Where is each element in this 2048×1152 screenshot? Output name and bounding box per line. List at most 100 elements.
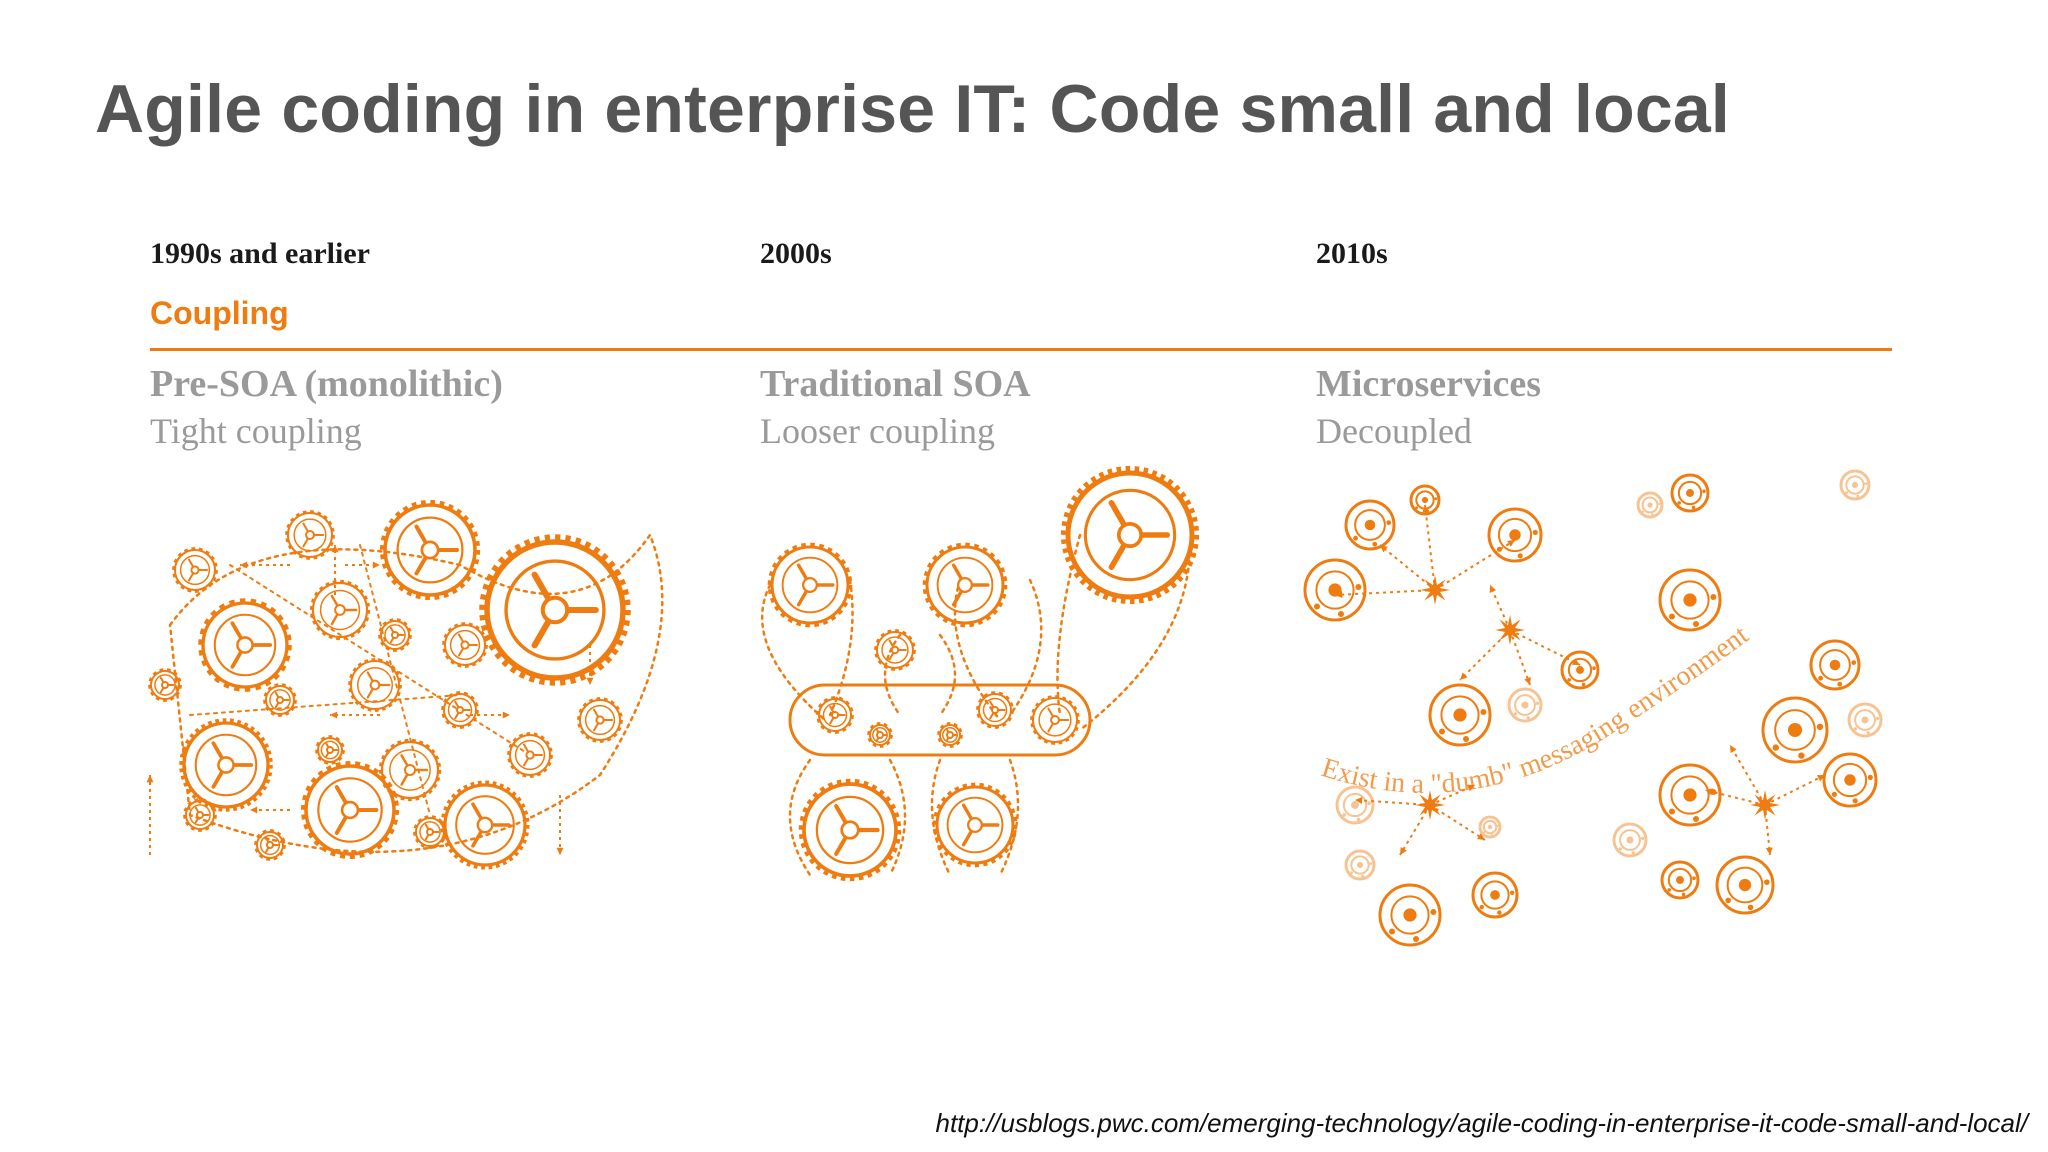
arrow-icon	[1429, 784, 1476, 806]
arch-desc-microservices: Decoupled	[1316, 411, 1472, 451]
gear-icon	[1030, 695, 1080, 745]
gear-icon	[816, 696, 854, 734]
microservice-icon	[1428, 683, 1492, 747]
microservice-icon	[1487, 507, 1543, 563]
arrow-icon	[1354, 797, 1431, 806]
gear-icon	[798, 778, 902, 882]
microservice-icon	[1335, 785, 1375, 825]
belt-connector	[788, 758, 907, 877]
arrow-icon	[330, 711, 380, 719]
gear-icon	[179, 718, 273, 812]
coupling-axis-label: Coupling	[150, 295, 289, 331]
belt-connector	[953, 578, 1043, 722]
era-label-2000s: 2000s	[760, 237, 832, 270]
microservice-icon	[1344, 499, 1396, 551]
gear-icon	[440, 780, 530, 870]
slide-title: Agile coding in enterprise IT: Code smal…	[95, 71, 1730, 147]
microservice-icon	[1636, 491, 1664, 519]
soa-gears-cluster	[761, 465, 1200, 882]
gear-icon	[378, 618, 412, 652]
belt-connector	[930, 758, 1020, 877]
microservice-icon	[1822, 752, 1878, 808]
gear-icon	[148, 668, 182, 702]
era-label-1990s: 1990s and earlier	[150, 237, 370, 270]
arrow-icon	[250, 806, 290, 814]
arch-name-traditional-soa: Traditional SOA	[760, 363, 1031, 405]
gear-icon	[198, 598, 292, 692]
microservice-icon	[1344, 849, 1376, 881]
gear-icon	[348, 658, 402, 712]
gear-icon	[441, 691, 479, 729]
microservice-icon	[1478, 815, 1502, 839]
microservice-icon	[1303, 558, 1367, 622]
coupling-axis-rule	[150, 348, 1892, 351]
arch-desc-pre-soa: Tight coupling	[150, 411, 362, 451]
microservice-icon	[1660, 860, 1700, 900]
gear-icon	[378, 738, 442, 802]
arrow-icon	[1459, 629, 1511, 681]
microservice-icon	[1471, 871, 1519, 919]
arrow-icon	[146, 775, 154, 855]
arch-name-microservices: Microservices	[1316, 363, 1542, 405]
arrow-icon	[345, 561, 380, 569]
gear-icon	[172, 547, 218, 593]
microservice-icon	[1847, 702, 1883, 738]
arch-name-pre-soa: Pre-SOA (monolithic)	[150, 363, 503, 405]
gear-icon	[932, 782, 1018, 868]
arrow-icon	[1509, 629, 1581, 666]
era-label-2010s: 2010s	[1316, 237, 1388, 270]
gear-icon	[867, 722, 893, 748]
arrow-icon	[1399, 804, 1431, 856]
source-url[interactable]: http://usblogs.pwc.com/emerging-technolo…	[935, 1108, 2028, 1138]
microservices-cluster	[1303, 469, 1883, 947]
gear-icon	[413, 815, 447, 849]
microservice-icon	[1612, 822, 1648, 858]
microservice-icon	[1658, 568, 1722, 632]
gear-icon	[183, 798, 217, 832]
gear-icon	[976, 691, 1014, 729]
gear-icon	[379, 499, 481, 601]
microservice-icon	[1409, 484, 1441, 516]
gear-icon	[922, 542, 1008, 628]
arrow-icon	[556, 795, 564, 855]
belt-connector	[168, 532, 664, 854]
arch-desc-traditional-soa: Looser coupling	[760, 411, 995, 451]
microservice-icon	[1507, 687, 1543, 723]
messaging-environment-caption: Exist in a "dumb" messaging environment	[1318, 619, 1754, 799]
arrow-icon	[1729, 744, 1766, 806]
monolith-gears-cluster	[146, 499, 664, 870]
arrow-icon	[1509, 629, 1531, 686]
arrow-icon	[1434, 539, 1516, 591]
gear-icon	[285, 510, 335, 560]
gear-icon	[263, 683, 297, 717]
microservice-icon	[1809, 639, 1861, 691]
gear-icon	[874, 629, 916, 671]
arrow-icon	[331, 545, 339, 595]
gear-icon	[254, 829, 286, 861]
gear-illustrations: Exist in a "dumb" messaging environment	[146, 465, 1883, 947]
arrow-icon	[1379, 544, 1436, 591]
gear-icon	[309, 579, 371, 641]
arrow-icon	[1422, 504, 1436, 591]
microservice-icon	[1560, 650, 1600, 690]
microservice-icon	[1658, 763, 1722, 827]
arrow-icon	[470, 711, 510, 719]
gear-icon	[442, 622, 488, 668]
arrow-icon	[1334, 589, 1436, 599]
belt-connector	[189, 544, 531, 816]
microservice-icon	[1761, 696, 1829, 764]
microservice-icon	[1378, 883, 1442, 947]
microservice-icon	[1715, 855, 1775, 915]
gear-icon	[507, 732, 553, 778]
gear-icon	[937, 722, 963, 748]
arrow-icon	[1429, 804, 1486, 841]
arrow-icon	[240, 561, 290, 569]
service-bus	[788, 683, 1092, 757]
arrow-icon	[1489, 584, 1511, 631]
gear-icon	[767, 542, 853, 628]
microservice-icon	[1670, 473, 1710, 513]
gear-icon	[300, 760, 400, 860]
arrow-icon	[1764, 804, 1773, 856]
belt-connector	[883, 633, 957, 717]
arrow-icon	[1764, 774, 1826, 806]
